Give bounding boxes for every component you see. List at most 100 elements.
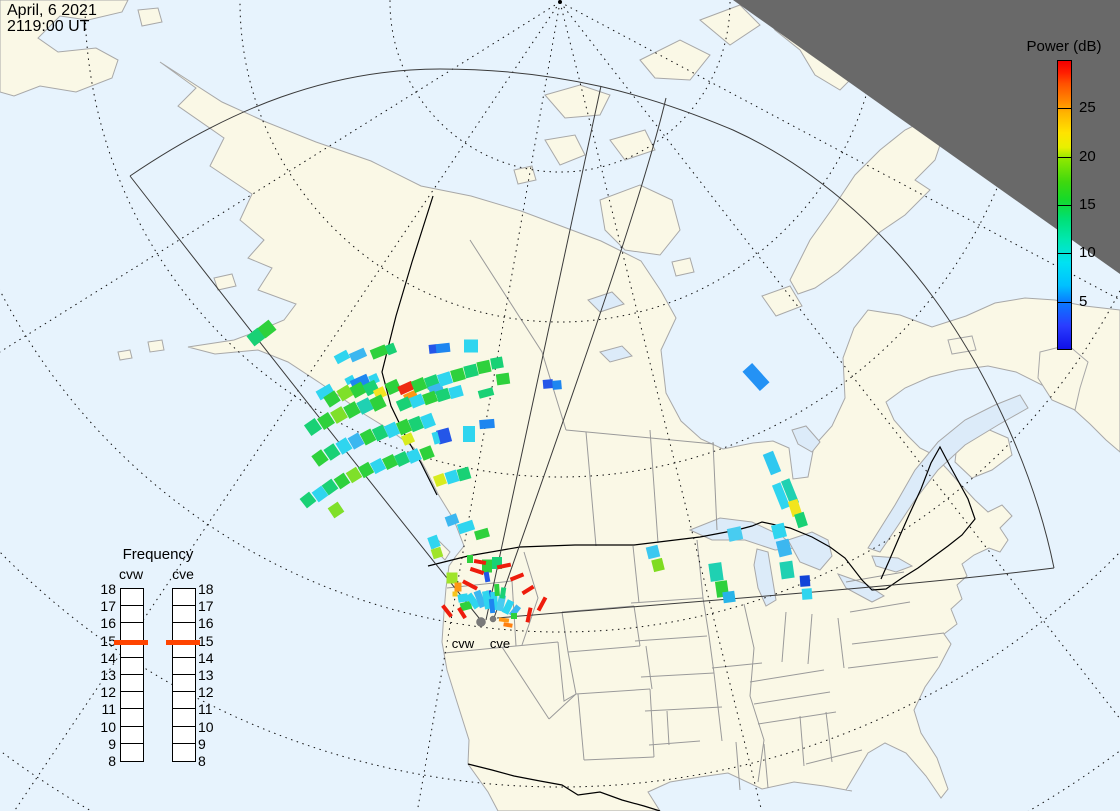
landmass <box>213 273 237 291</box>
frequency-tick-label: 17 <box>100 598 116 615</box>
state-border <box>567 651 577 695</box>
colorbar-tick-line <box>1057 108 1072 110</box>
state-border <box>649 688 655 758</box>
landmass <box>609 129 656 161</box>
backscatter-cell <box>467 555 473 563</box>
frequency-ladder-cve <box>172 588 196 762</box>
backscatter-cell <box>775 538 793 558</box>
backscatter-cell <box>444 469 460 485</box>
lake <box>753 548 777 607</box>
backscatter-cell <box>457 606 467 620</box>
colorbar-tick-line <box>1057 205 1072 206</box>
frequency-ladder-cell <box>173 692 195 710</box>
state-border <box>735 741 741 791</box>
backscatter-cell <box>335 437 353 455</box>
landmass <box>639 39 711 81</box>
colorbar-title: Power (dB) <box>1026 38 1102 55</box>
frequency-ladder-cell <box>173 623 195 641</box>
backscatter-cell <box>501 599 515 615</box>
radar-label-cvw: cvw <box>451 636 475 651</box>
state-border <box>633 605 641 647</box>
lake <box>599 345 633 363</box>
backscatter-cell <box>408 415 424 433</box>
backscatter-cell <box>435 427 453 445</box>
radar-fov-line <box>493 97 667 619</box>
state-border <box>640 672 715 678</box>
state-border <box>648 740 701 746</box>
graticule-parallel <box>389 0 731 173</box>
backscatter-cell <box>369 457 387 475</box>
backscatter-cell <box>461 579 479 591</box>
state-border <box>632 545 640 604</box>
state-border <box>443 645 517 654</box>
radar-fov-line <box>129 68 1055 569</box>
backscatter-cell <box>552 380 562 390</box>
backscatter-cell <box>479 418 495 430</box>
backscatter-cell <box>394 451 410 467</box>
frequency-tick-label: 8 <box>108 753 116 769</box>
state-border <box>585 431 597 547</box>
state-border <box>630 597 704 604</box>
colorbar-tick-label: 15 <box>1079 196 1096 213</box>
backscatter-cell <box>395 396 413 412</box>
frequency-tick-label: 8 <box>198 753 206 769</box>
backscatter-cell <box>369 394 387 412</box>
state-border <box>567 645 641 653</box>
backscatter-cell <box>464 339 478 353</box>
backscatter-cell <box>441 604 453 618</box>
frequency-ladder-cell <box>173 744 195 761</box>
backscatter-cell <box>492 557 502 569</box>
frequency-column-label-cve: cve <box>172 566 194 582</box>
frequency-marker-cvw <box>114 640 148 645</box>
backscatter-cell <box>311 485 329 503</box>
backscatter-cell <box>383 421 401 439</box>
backscatter-cell <box>476 359 492 375</box>
state-border <box>757 711 837 725</box>
backscatter-cell <box>299 491 317 509</box>
frequency-ladder-cell <box>121 606 143 624</box>
backscatter-cell <box>474 527 490 541</box>
state-border <box>763 743 769 789</box>
backscatter-cell <box>494 583 500 597</box>
backscatter-cell <box>419 445 435 461</box>
state-border <box>666 710 670 746</box>
colorbar-tick-label: 20 <box>1079 147 1096 165</box>
backscatter-cell <box>303 417 323 437</box>
backscatter-cell <box>509 572 525 582</box>
backscatter-cell <box>780 478 800 506</box>
frequency-ladder-cell <box>173 658 195 675</box>
frequency-ladder-cell <box>121 658 143 675</box>
backscatter-cell <box>542 379 554 389</box>
frequency-tick-label: 9 <box>198 735 206 752</box>
backscatter-cell <box>473 589 487 609</box>
backscatter-cell <box>496 562 512 570</box>
backscatter-cell <box>770 522 788 540</box>
backscatter-cell <box>432 472 448 488</box>
backscatter-cell <box>536 596 548 612</box>
backscatter-cell <box>408 393 426 409</box>
state-border <box>837 617 845 669</box>
backscatter-cell <box>473 558 487 566</box>
frequency-ladder-cell <box>121 589 143 607</box>
frequency-tick-label: 16 <box>198 615 214 632</box>
backscatter-cell <box>427 534 441 550</box>
landmass <box>789 118 946 295</box>
frequency-tick-label: 13 <box>100 667 116 683</box>
backscatter-cell <box>463 363 479 379</box>
frequency-ladder-cell <box>173 641 195 658</box>
backscatter-cell <box>323 443 341 461</box>
backscatter-cell <box>495 594 507 612</box>
frequency-ladder-cell <box>173 589 195 607</box>
colorbar-tick-line <box>1057 253 1072 255</box>
backscatter-cell <box>406 448 422 464</box>
backscatter-cell <box>381 453 399 471</box>
landmass <box>137 7 163 27</box>
state-border <box>825 711 833 763</box>
backscatter-cell <box>345 466 363 484</box>
frequency-ladder-cell <box>121 623 143 641</box>
backscatter-cell <box>525 607 533 623</box>
frequency-tick-label: 18 <box>100 581 116 597</box>
backscatter-cell <box>799 575 811 587</box>
state-border <box>548 693 577 720</box>
